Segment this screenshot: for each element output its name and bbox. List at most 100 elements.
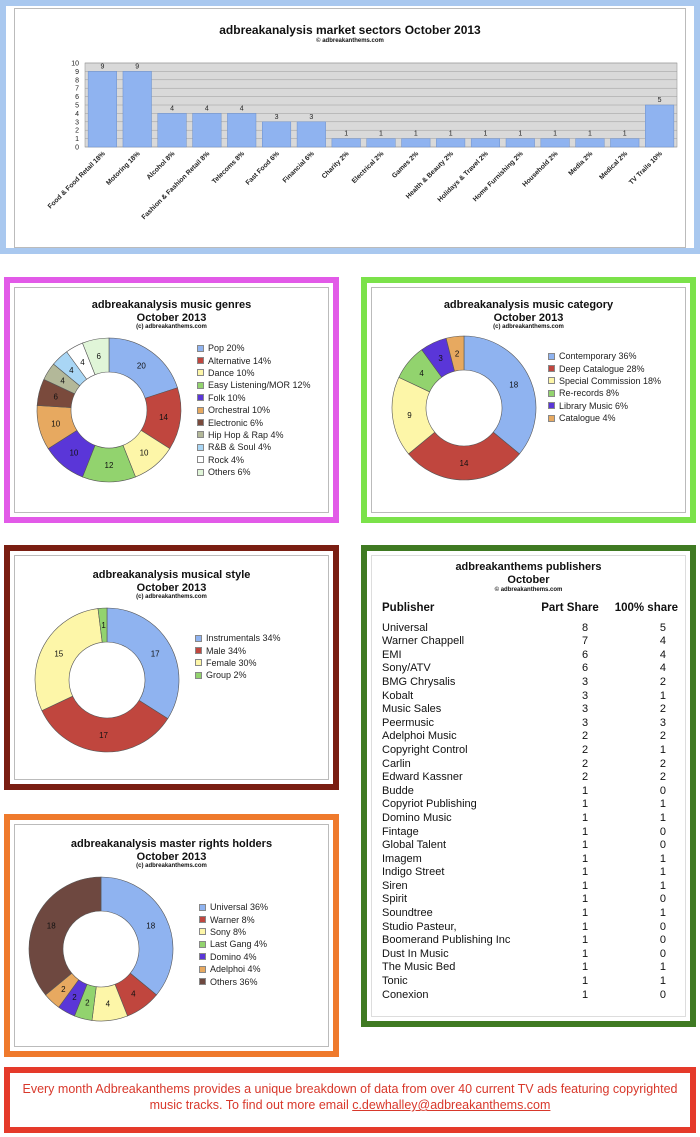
style-title-line-2: October 2013 <box>136 582 207 594</box>
rights-legend-item: Domino 4% <box>199 951 268 963</box>
sectors-y-tick-label: 4 <box>75 111 79 118</box>
table-cell: 0 <box>659 934 666 947</box>
genres-legend-label: Hip Hop & Rap 4% <box>208 429 284 440</box>
sectors-data-label: 1 <box>623 131 627 138</box>
category-panel: adbreakanalysis music category October 2… <box>371 287 686 513</box>
table-cell: 2 <box>659 757 666 770</box>
sectors-data-label: 1 <box>449 131 453 138</box>
table-cell: 2 <box>581 771 589 784</box>
sectors-panel: adbreakanalysis market sectors October 2… <box>14 8 686 248</box>
table-row: EMI 6 4 <box>382 649 678 663</box>
style-title-line-1: adbreakanalysis musical style <box>92 569 251 581</box>
genres-legend-label: Easy Listening/MOR 12% <box>208 380 311 391</box>
rights-slice-label: 2 <box>72 993 77 1002</box>
table-cell: 0 <box>659 988 666 1001</box>
style-legend-item: Female 30% <box>195 657 281 669</box>
table-row: Global Talent 1 0 <box>382 839 678 853</box>
table-cell: 0 <box>659 839 666 852</box>
genres-slice-label: 4 <box>80 358 85 367</box>
genres-legend-swatch <box>197 369 204 377</box>
rights-legend-swatch <box>199 916 206 924</box>
table-row: Soundtree 1 1 <box>382 907 678 921</box>
sectors-category-label: Telecoms 8% <box>211 150 246 185</box>
category-donut: 18 14 9 4 3 2 <box>391 335 537 481</box>
table-cell: The Music Bed <box>382 961 456 974</box>
sectors-category-label: Financial 6% <box>282 150 316 184</box>
category-slice-label: 4 <box>419 369 424 378</box>
sectors-y-tick-label: 7 <box>75 86 79 93</box>
table-cell: 1 <box>659 852 666 865</box>
sectors-category-label: Household 2% <box>521 150 559 188</box>
genres-slice-label: 6 <box>54 392 59 401</box>
genres-legend-item: Alternative 14% <box>197 354 311 366</box>
publishers-header-row: Publisher Part Share 100% share <box>382 602 678 616</box>
genres-copyright: (c) adbreakanthems.com <box>136 324 207 330</box>
table-cell: 1 <box>659 689 666 702</box>
table-cell: Carlin <box>382 757 411 770</box>
sectors-data-label: 9 <box>100 63 104 70</box>
table-row: Warner Chappell 7 4 <box>382 635 678 649</box>
sectors-bar <box>192 113 222 148</box>
genres-legend-label: Others 6% <box>208 467 251 478</box>
table-cell: 2 <box>581 743 589 756</box>
table-cell: 1 <box>581 879 589 892</box>
table-cell: Studio Pasteur, <box>382 920 457 933</box>
table-cell: Global Talent <box>382 839 447 852</box>
rights-slice-label: 2 <box>61 985 66 994</box>
table-cell: Universal <box>382 621 428 634</box>
genres-slice-label: 12 <box>105 461 114 470</box>
publishers-column-header: 100% share <box>614 602 678 614</box>
table-cell: 2 <box>659 703 666 716</box>
table-row: Edward Kassner 2 2 <box>382 771 678 785</box>
table-row: Peermusic 3 3 <box>382 717 678 731</box>
table-row: BMG Chrysalis 3 2 <box>382 676 678 690</box>
category-legend-item: Catalogue 4% <box>548 412 661 424</box>
genres-legend-swatch <box>197 344 204 352</box>
category-legend-swatch <box>548 402 555 410</box>
category-title-line-2: October 2013 <box>493 312 564 324</box>
table-row: Copyriot Publishing 1 1 <box>382 798 678 812</box>
table-cell: Conexion <box>382 988 429 1001</box>
sectors-y-tick-label: 9 <box>75 69 79 76</box>
genres-slice-label: 6 <box>96 352 101 361</box>
sectors-bar <box>262 121 292 148</box>
category-slice <box>445 335 465 372</box>
genres-legend-item: Orchestral 10% <box>197 404 311 416</box>
sectors-data-label: 3 <box>309 114 313 121</box>
table-cell: 3 <box>581 703 589 716</box>
sectors-category-label: Fast Food 6% <box>245 150 281 186</box>
sectors-bar <box>575 138 605 148</box>
sectors-data-label: 1 <box>344 131 348 138</box>
table-cell: 2 <box>581 757 589 770</box>
footer-email-link[interactable]: c.dewhalley@adbreakanthems.com <box>352 1098 551 1112</box>
rights-legend-swatch <box>199 903 206 911</box>
rights-legend-label: Warner 8% <box>210 914 255 925</box>
style-slice <box>41 695 169 753</box>
table-cell: Dust In Music <box>382 947 449 960</box>
genres-legend-swatch <box>197 431 204 439</box>
category-legend-item: Re-records 8% <box>548 387 661 399</box>
sectors-category-label: Alcohol 8% <box>146 150 177 181</box>
rights-legend-swatch <box>199 978 206 986</box>
sectors-y-tick-label: 10 <box>71 61 79 68</box>
style-legend-swatch <box>195 647 202 655</box>
table-cell: Imagem <box>382 852 422 865</box>
table-row: Tonic 1 1 <box>382 975 678 989</box>
rights-legend-item: Last Gang 4% <box>199 938 268 950</box>
style-legend-label: Male 34% <box>206 645 247 656</box>
sectors-bar <box>296 121 326 148</box>
table-cell: 0 <box>659 893 666 906</box>
rights-legend-label: Universal 36% <box>210 902 269 913</box>
style-legend-item: Male 34% <box>195 644 281 656</box>
table-cell: 0 <box>659 947 666 960</box>
sectors-category-label: Medical 2% <box>598 150 629 181</box>
category-slice <box>463 335 537 455</box>
table-cell: 1 <box>581 839 589 852</box>
table-cell: Tonic <box>382 975 408 988</box>
sectors-copyright: © adbreakanthems.com <box>316 38 384 44</box>
genres-legend-swatch <box>197 394 204 402</box>
table-cell: Soundtree <box>382 907 433 920</box>
genres-legend-item: Folk 10% <box>197 392 311 404</box>
publishers-copyright: © adbreakanthems.com <box>494 587 563 593</box>
